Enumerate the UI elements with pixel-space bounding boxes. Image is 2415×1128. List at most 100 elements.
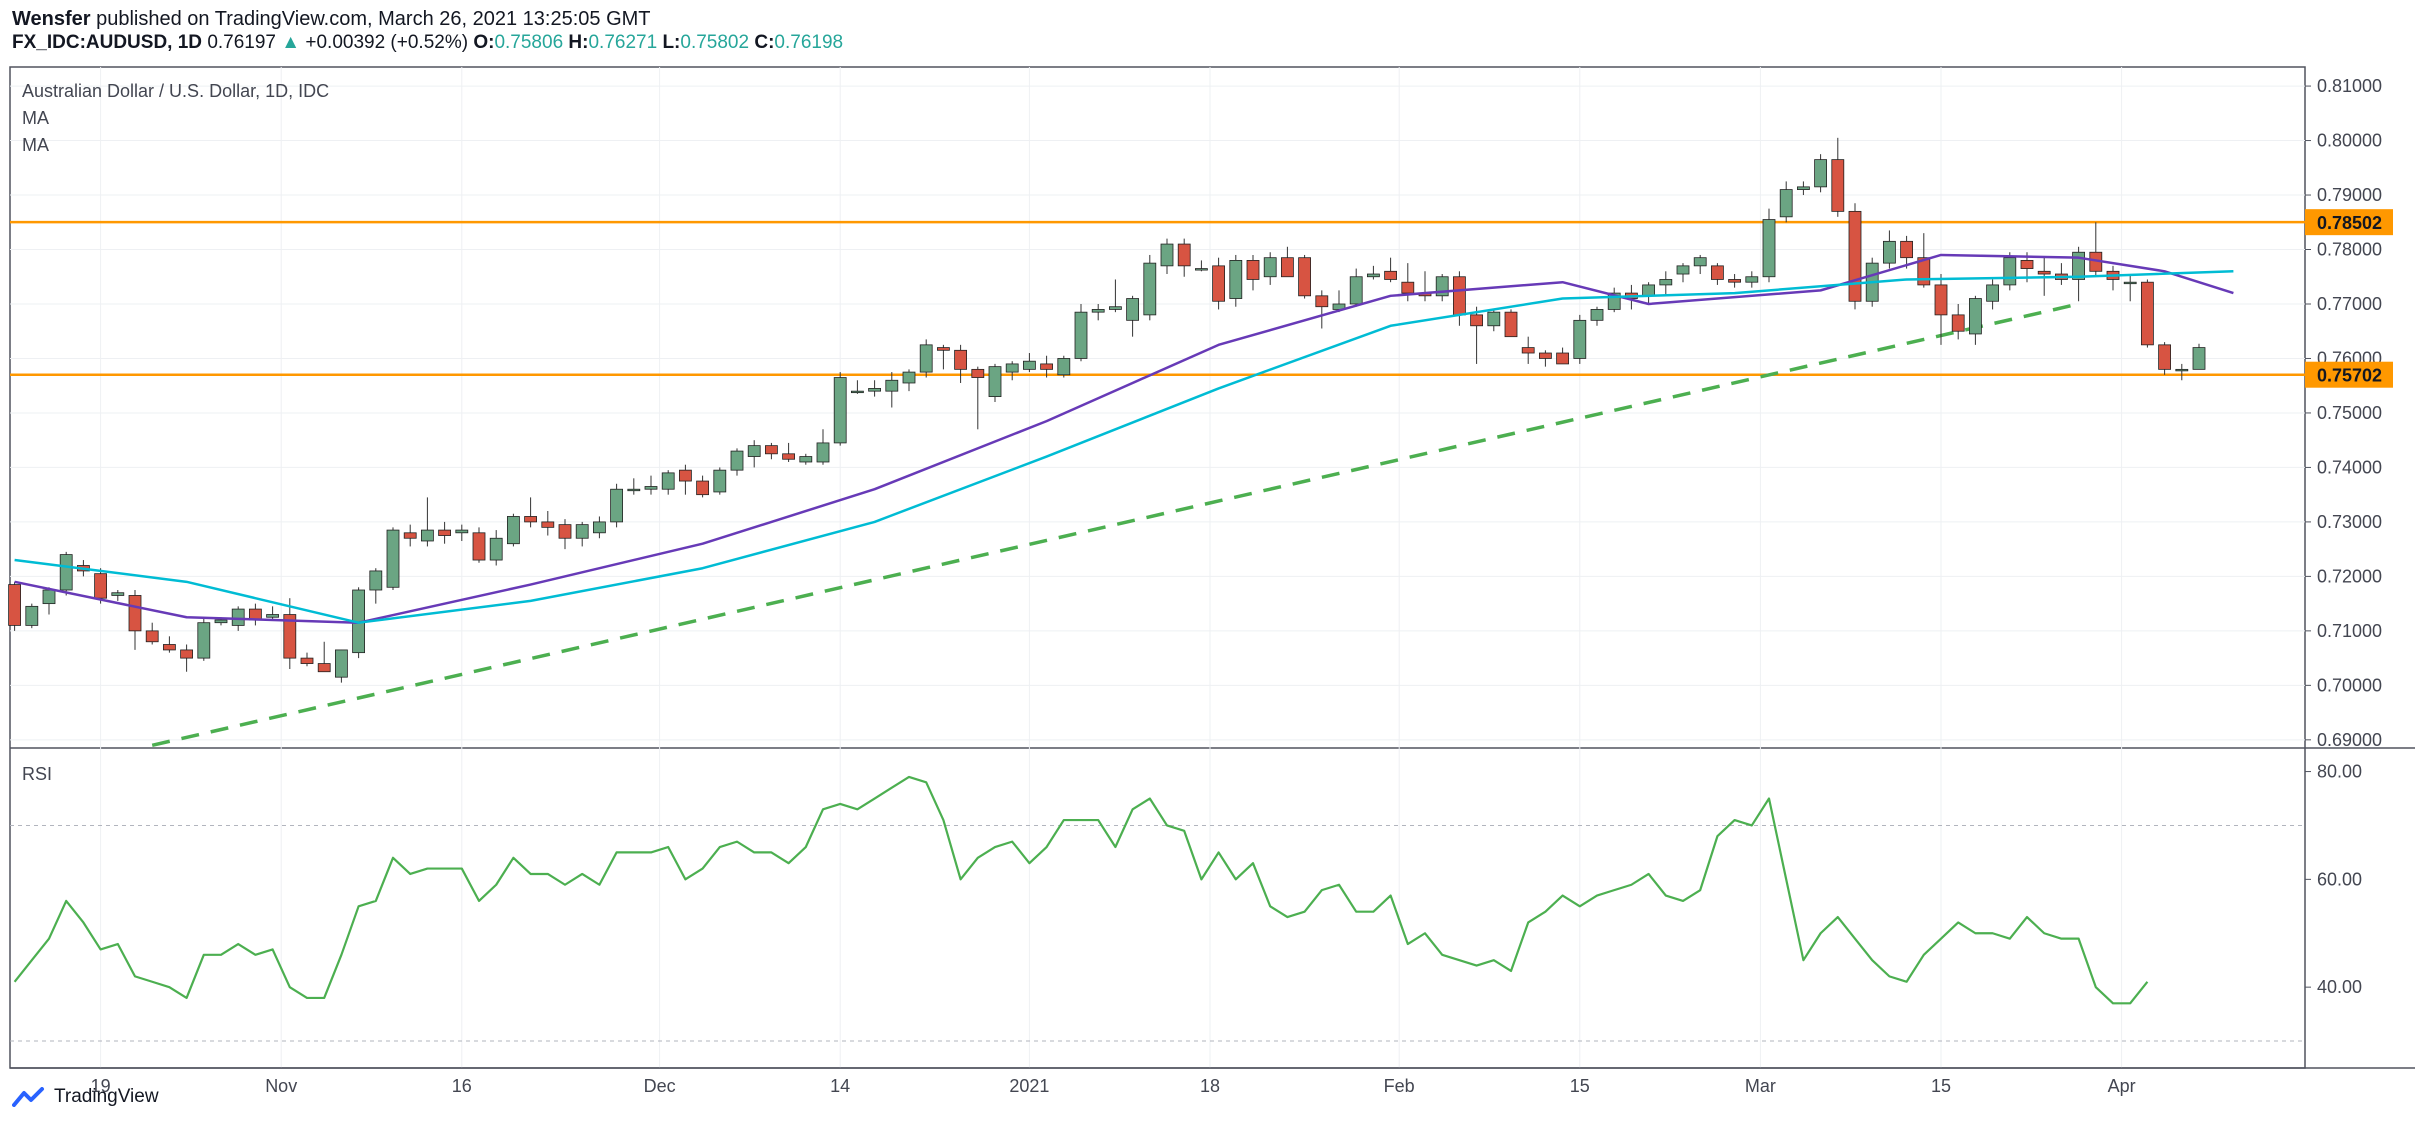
candle-body xyxy=(1676,265,1690,275)
rsi-pane-title[interactable]: RSI xyxy=(22,764,53,784)
candle-body xyxy=(919,344,933,373)
candle-body xyxy=(524,516,537,523)
candle-body xyxy=(386,529,400,588)
candle-body xyxy=(1883,240,1896,264)
candle-body xyxy=(94,573,107,599)
candle-body xyxy=(1521,347,1535,354)
candle-body xyxy=(438,529,452,536)
candle-body xyxy=(1986,284,1999,302)
candle-body xyxy=(300,657,314,664)
candle-body xyxy=(2020,260,2034,269)
candle-body xyxy=(1367,273,1380,278)
rsi-y-tick-label: 80.00 xyxy=(2317,762,2362,782)
candle-body xyxy=(1057,358,1071,376)
price-label-box xyxy=(2305,209,2393,236)
rsi-y-tick-label: 60.00 xyxy=(2317,869,2362,889)
candle-body xyxy=(59,554,73,591)
candle-body xyxy=(1091,309,1105,313)
y-tick-label: 0.73000 xyxy=(2317,512,2382,532)
price-change: +0.00392 (+0.52%) xyxy=(305,32,469,53)
high-label: H: xyxy=(568,32,589,53)
x-tick-label: Feb xyxy=(1384,1076,1415,1096)
published-text: published on TradingView.com, March 26, … xyxy=(90,8,651,30)
candle-body xyxy=(334,649,348,678)
candle-body xyxy=(1848,210,1862,302)
candle-body xyxy=(1126,298,1139,321)
candle-body xyxy=(2003,257,2017,286)
x-tick-label: Nov xyxy=(265,1076,297,1096)
author[interactable]: Wensfer xyxy=(12,8,91,30)
candle-body xyxy=(575,524,589,539)
low-label: L: xyxy=(662,32,681,53)
candle-body xyxy=(472,532,486,561)
candle-body xyxy=(197,622,211,659)
candle-body xyxy=(455,529,469,534)
candle-body xyxy=(1315,295,1329,308)
candle-body xyxy=(1453,276,1466,316)
candle-body xyxy=(1298,257,1311,297)
candle-body xyxy=(2140,281,2154,346)
candle-body xyxy=(1229,260,1243,299)
x-tick-label: 14 xyxy=(830,1076,850,1096)
candle-body xyxy=(2192,347,2206,370)
x-tick-label: 16 xyxy=(452,1076,472,1096)
price-label: 0.75702 xyxy=(2317,366,2382,386)
rsi-line xyxy=(13,775,2149,1005)
candle-body xyxy=(1693,257,1707,267)
close-label: C: xyxy=(754,32,775,53)
candle-body xyxy=(1212,265,1225,302)
ma-legend-1[interactable]: MA xyxy=(22,108,49,128)
candle-body xyxy=(1487,311,1501,327)
candle-body xyxy=(868,388,881,392)
candle-body xyxy=(1745,276,1759,283)
ma-legend-2[interactable]: MA xyxy=(22,135,49,155)
candle-body xyxy=(403,532,417,539)
candle-body xyxy=(713,469,727,493)
ma-fast-line xyxy=(14,253,2234,624)
candle-body xyxy=(765,445,778,455)
candle-body xyxy=(1831,159,1845,212)
candle-body xyxy=(42,589,56,605)
candle-body xyxy=(558,524,572,539)
candle-body xyxy=(1384,270,1397,280)
candle-body xyxy=(902,371,916,384)
candle-body xyxy=(1040,363,1053,370)
main-pane-title: Australian Dollar / U.S. Dollar, 1D, IDC xyxy=(22,81,330,101)
up-arrow-icon: ▲ xyxy=(281,32,301,53)
candle-body xyxy=(180,649,194,659)
x-tick-label: Apr xyxy=(2108,1076,2136,1096)
y-tick-label: 0.78000 xyxy=(2317,240,2382,260)
candle-body xyxy=(1401,281,1415,294)
high-value: 0.76271 xyxy=(588,32,658,53)
candle-body xyxy=(2175,368,2189,372)
candle-body xyxy=(1814,159,1827,188)
tradingview-logo-icon xyxy=(12,1087,44,1107)
last-price: 0.76197 xyxy=(207,32,276,53)
candle-body xyxy=(696,480,709,496)
x-tick-label: Dec xyxy=(644,1076,676,1096)
candle-body xyxy=(1728,279,1741,283)
candle-body xyxy=(885,379,899,392)
publish-line: Wensfer published on TradingView.com, Ma… xyxy=(12,8,651,31)
candle-body xyxy=(111,592,125,596)
footer-brand[interactable]: TradingView xyxy=(12,1086,159,1108)
candle-body xyxy=(1470,314,1483,327)
symbol[interactable]: FX_IDC:AUDUSD, 1D xyxy=(12,32,203,53)
open-label: O: xyxy=(473,32,495,53)
y-tick-label: 0.81000 xyxy=(2317,76,2382,96)
candle-body xyxy=(1797,186,1810,190)
candle-body xyxy=(1659,279,1673,286)
x-tick-label: 15 xyxy=(1570,1076,1590,1096)
candle-body xyxy=(954,349,967,370)
candle-body xyxy=(2158,344,2172,370)
candle-body xyxy=(369,570,383,591)
y-tick-label: 0.75000 xyxy=(2317,403,2382,423)
y-tick-label: 0.70000 xyxy=(2317,675,2382,695)
price-label: 0.78502 xyxy=(2317,213,2382,233)
candle-body xyxy=(1246,260,1260,280)
candle-body xyxy=(2037,270,2051,275)
candle-body xyxy=(1934,284,1948,316)
candle-body xyxy=(541,521,555,528)
candle-body xyxy=(1573,319,1587,359)
